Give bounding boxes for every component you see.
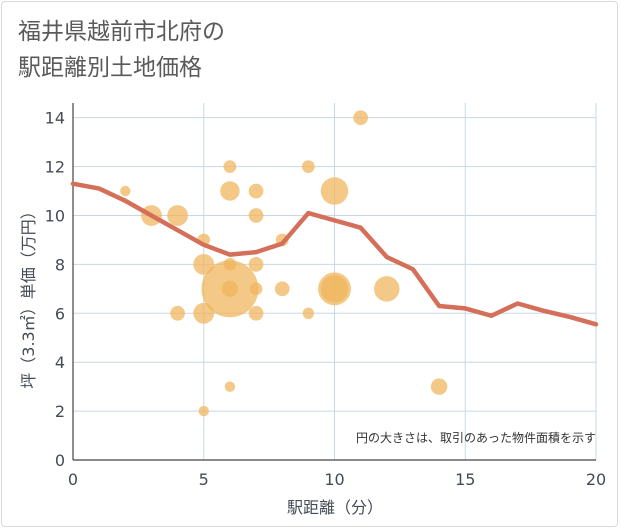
- bubble-point: [248, 183, 264, 199]
- bubble-point: [353, 110, 369, 126]
- bubble-point: [301, 160, 315, 173]
- y-axis-title: 坪（3.3㎡）単価（万円）: [19, 203, 38, 388]
- bubble-point: [302, 307, 315, 319]
- chart-title-line-1: 福井県越前市北府の: [18, 19, 225, 45]
- y-tick-label: 8: [55, 255, 65, 274]
- trend-line-group: [70, 181, 599, 327]
- bubble-point: [430, 378, 448, 395]
- y-tick-label: 12: [45, 158, 65, 177]
- y-tick-label: 6: [55, 304, 65, 323]
- bubble-point: [193, 253, 215, 275]
- bubble-point: [193, 302, 215, 324]
- bubble-point: [374, 276, 400, 302]
- bubble-point: [248, 305, 264, 321]
- bubble-point: [221, 280, 239, 298]
- bubble-point: [249, 282, 263, 296]
- y-tick-label: 14: [45, 109, 65, 128]
- y-tick-label: 4: [55, 353, 65, 372]
- bubble-point: [120, 185, 131, 197]
- y-tick-label: 2: [55, 402, 65, 421]
- bubble-point: [320, 177, 349, 205]
- bubble-point: [224, 381, 236, 392]
- bubble-point: [170, 305, 185, 321]
- bubble-point: [248, 257, 264, 272]
- x-tick-label: 0: [68, 470, 78, 489]
- chart-title-line-2: 駅距離別土地価格: [18, 55, 202, 81]
- bubble-point: [223, 258, 237, 271]
- y-tick-label: 0: [55, 451, 65, 470]
- bubble-point: [320, 275, 349, 303]
- bubble-point: [220, 181, 240, 201]
- grid-lines: [72, 103, 597, 461]
- x-tick-label: 5: [199, 470, 209, 489]
- bubble-point: [274, 281, 290, 297]
- x-tick-label: 15: [455, 470, 475, 489]
- x-tick-label: 20: [586, 470, 606, 489]
- chart-title: 福井県越前市北府の 駅距離別土地価格: [18, 14, 225, 86]
- y-tick-label: 10: [45, 206, 65, 225]
- bubble-point: [198, 405, 209, 417]
- trend-line: [70, 181, 599, 327]
- bubble-point: [248, 208, 264, 223]
- bubble-point: [223, 160, 237, 173]
- size-annotation: 円の大きさは、取引のあった物件面積を示す: [356, 430, 596, 445]
- x-tick-label: 10: [324, 470, 344, 489]
- tick-labels: 0 5 10 15 20 0 2 4 6 8 10 12 14: [45, 109, 607, 489]
- bubble-point: [167, 205, 189, 226]
- x-axis-title: 駅距離（分）: [287, 498, 383, 517]
